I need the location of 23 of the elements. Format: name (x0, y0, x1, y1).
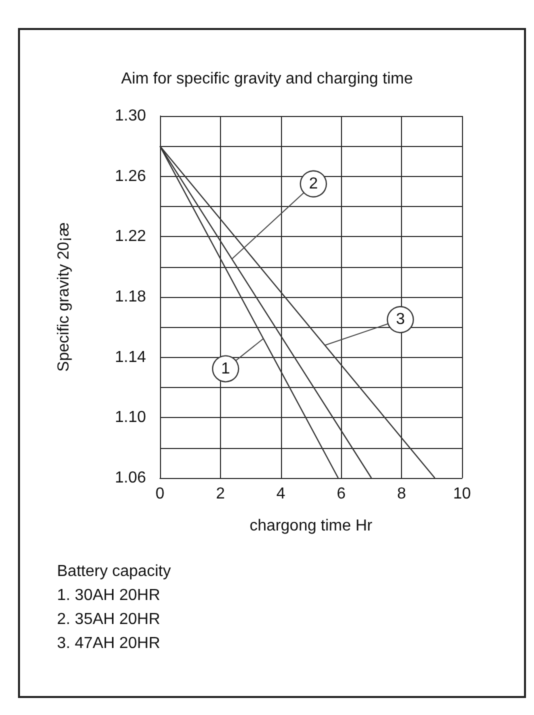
text: 1. 30AH 20HR (57, 586, 162, 606)
y-tick-label: 1.26 (114, 168, 146, 185)
y-tick-label: 1.14 (114, 348, 146, 366)
text: 3. 47AH 20HR (57, 634, 162, 654)
x-tick-label: 0 (156, 486, 165, 502)
legend-title: Battery capacity (57, 562, 171, 582)
text: 1.10 (114, 409, 146, 426)
y-axis-title: Specific gravity 20¡æ (56, 222, 72, 372)
x-tick-label: 4 (276, 486, 286, 502)
y-tick-label: 1.22 (114, 228, 146, 246)
text: 2 (308, 175, 318, 192)
x-tick-label: 6 (336, 486, 346, 502)
text: 3 (396, 311, 405, 328)
y-tick-label: 1.06 (114, 470, 146, 486)
x-tick-label: 10 (453, 486, 471, 502)
chart-title: Aim for specific gravity and charging time (121, 70, 413, 88)
y-tick-label: 1.18 (114, 288, 146, 306)
text: 1 (221, 360, 230, 378)
x-tick-label: 8 (397, 486, 406, 502)
text: 1.30 (114, 108, 146, 124)
text: 2. 35AH 20HR (57, 610, 162, 630)
x-tick-label: 2 (216, 486, 225, 502)
x-axis-title: chargong time Hr (250, 518, 374, 534)
